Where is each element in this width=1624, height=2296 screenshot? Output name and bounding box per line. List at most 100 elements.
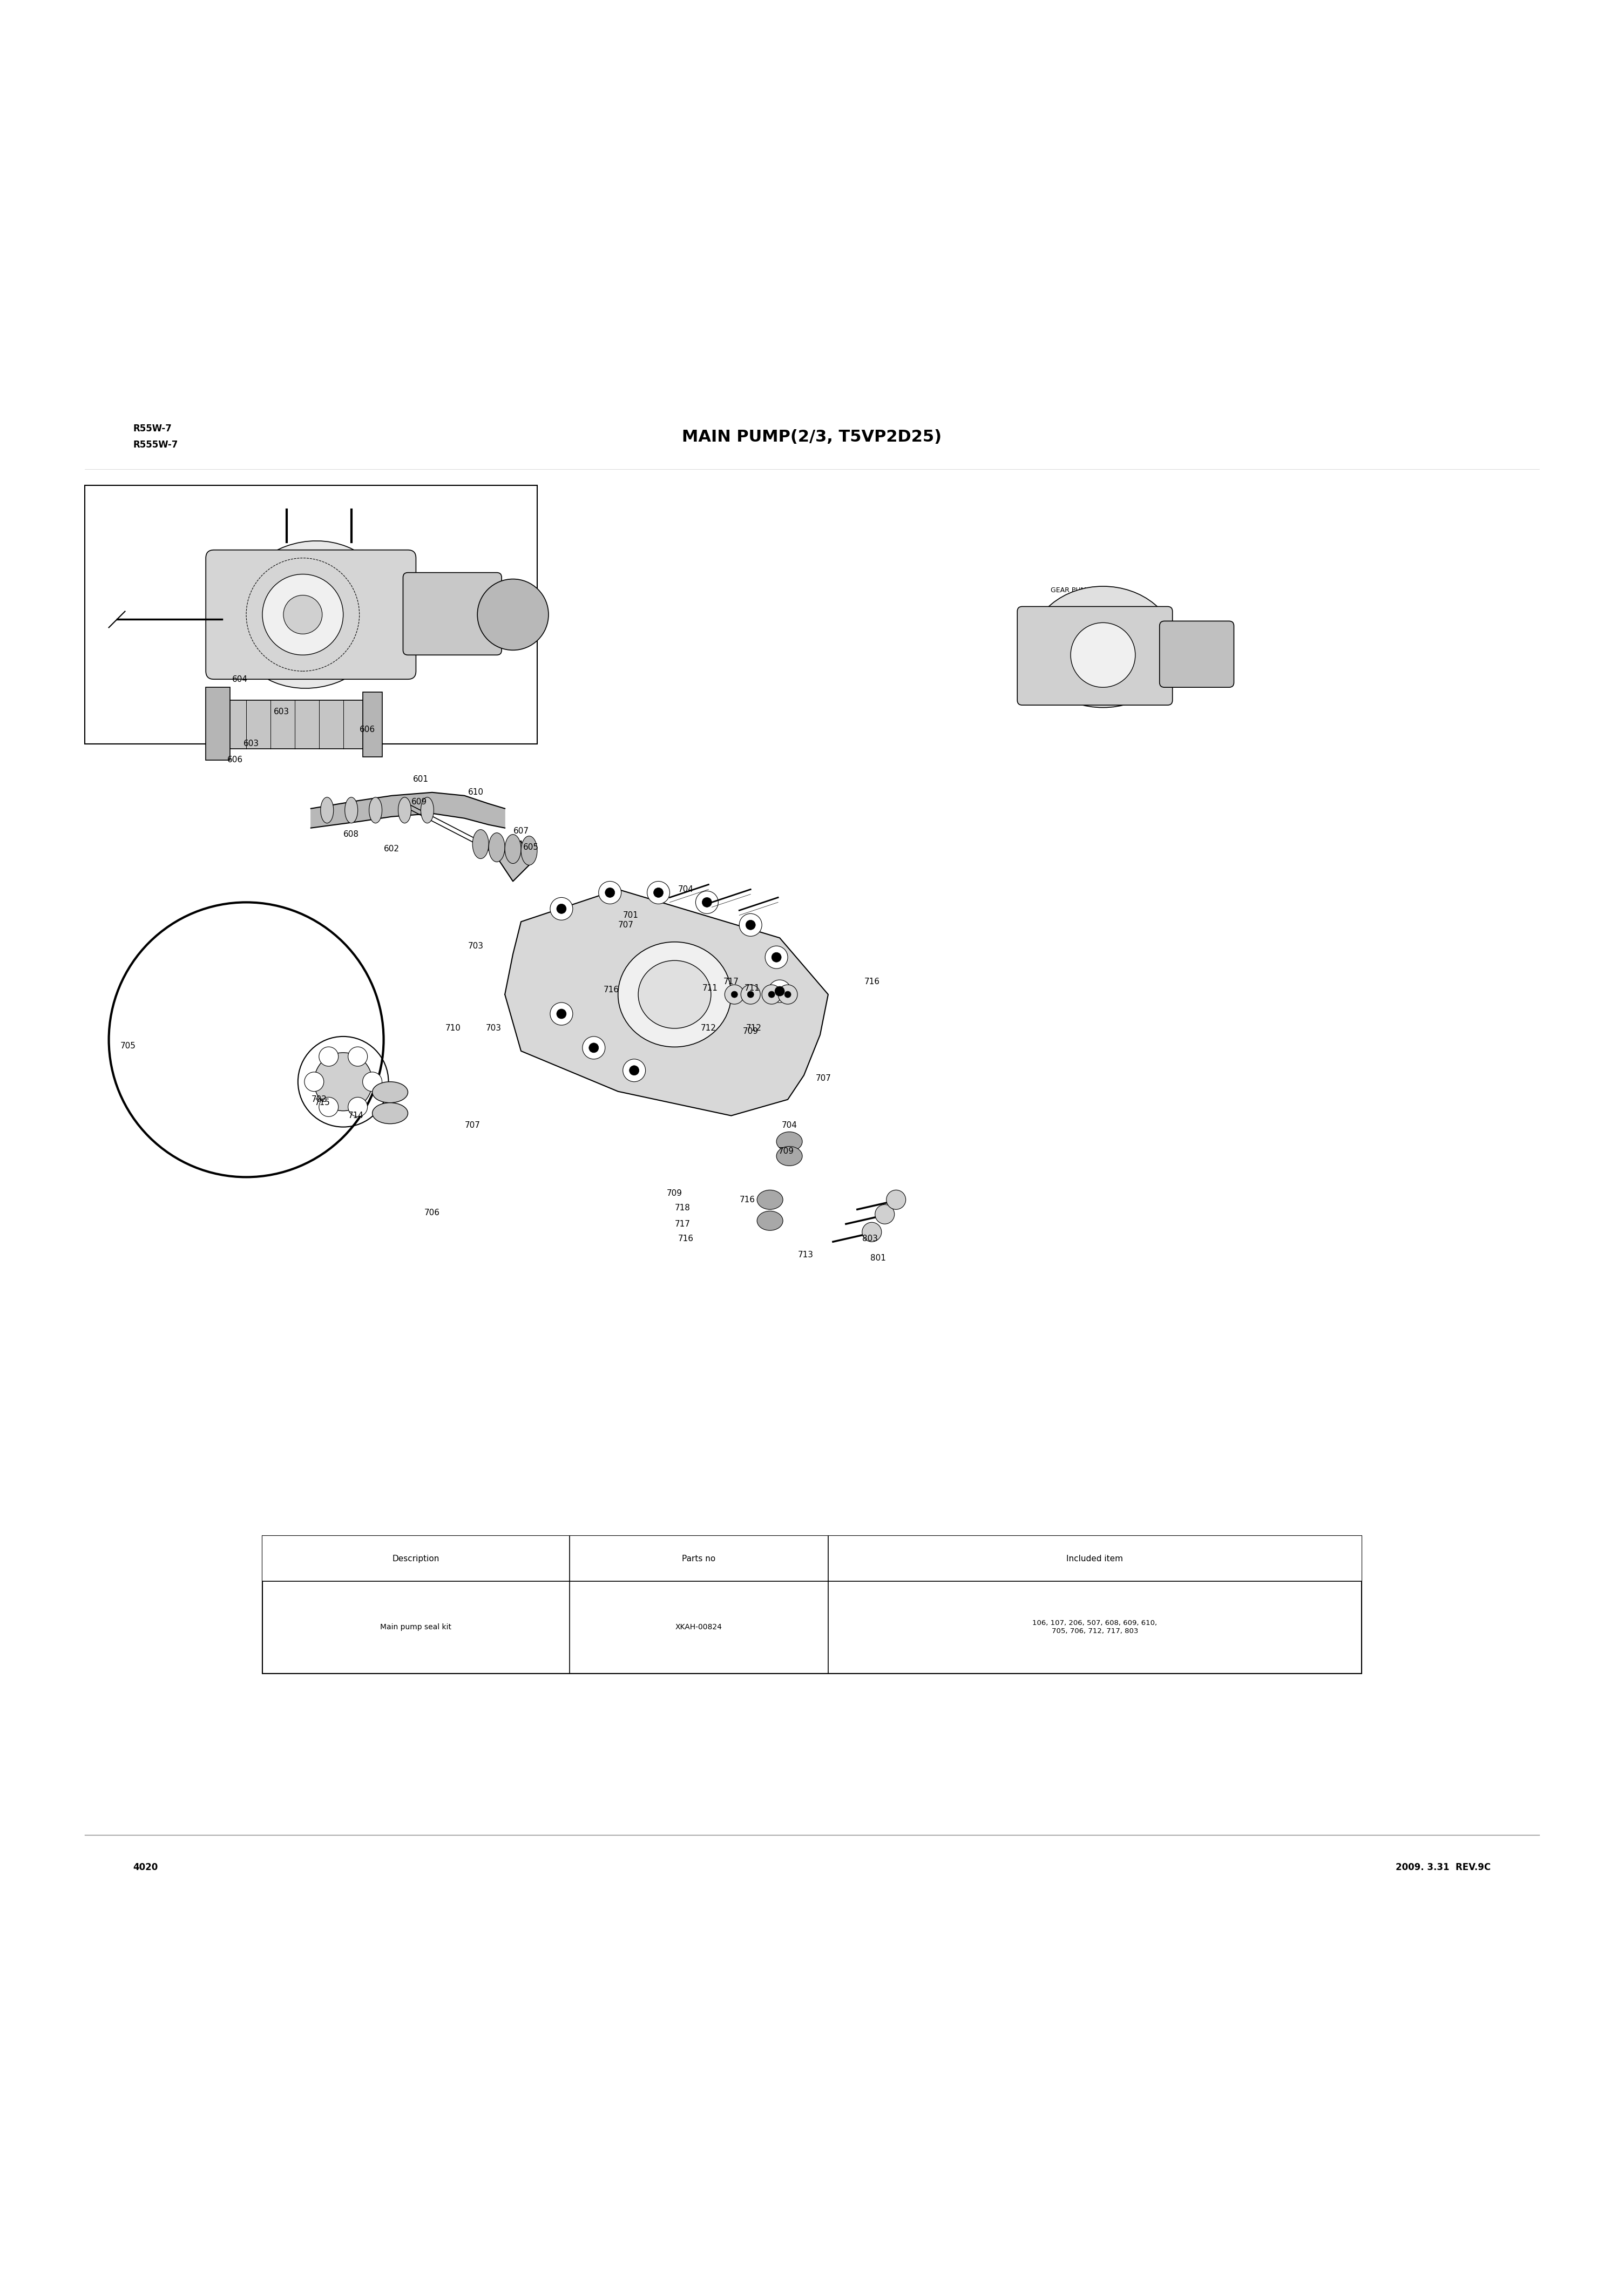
Ellipse shape (505, 833, 521, 863)
Text: 603: 603 (274, 707, 289, 716)
FancyBboxPatch shape (206, 687, 231, 760)
Circle shape (695, 891, 718, 914)
Text: 707: 707 (464, 1120, 481, 1130)
Text: XKAH-00824: XKAH-00824 (676, 1623, 723, 1630)
Text: 704: 704 (781, 1120, 797, 1130)
Circle shape (551, 1003, 573, 1024)
Circle shape (318, 1047, 338, 1065)
Circle shape (599, 882, 622, 905)
Ellipse shape (776, 1146, 802, 1166)
Text: 715: 715 (315, 1100, 330, 1107)
Text: 716: 716 (864, 978, 880, 985)
Circle shape (741, 985, 760, 1003)
Ellipse shape (421, 797, 434, 822)
Circle shape (590, 1042, 599, 1052)
Text: 706: 706 (424, 1208, 440, 1217)
Circle shape (775, 987, 784, 996)
Text: 716: 716 (604, 985, 619, 994)
Ellipse shape (372, 1102, 408, 1123)
Text: 717: 717 (676, 1219, 690, 1228)
Circle shape (606, 889, 615, 898)
Circle shape (887, 1189, 906, 1210)
Text: 803: 803 (862, 1235, 879, 1242)
Text: 601: 601 (412, 776, 429, 783)
Text: Parts no: Parts no (682, 1554, 716, 1564)
Circle shape (313, 1052, 372, 1111)
Text: (4030): (4030) (1059, 602, 1082, 608)
Ellipse shape (521, 836, 538, 866)
Text: Included item: Included item (1067, 1554, 1124, 1564)
Text: 707: 707 (815, 1075, 831, 1081)
Text: R555W-7: R555W-7 (133, 441, 179, 450)
Circle shape (551, 898, 573, 921)
Text: GEAR PUMP: GEAR PUMP (1051, 588, 1091, 595)
Text: 705: 705 (120, 1042, 136, 1049)
Text: 704: 704 (679, 886, 693, 893)
Circle shape (304, 1072, 323, 1091)
Text: 713: 713 (797, 1251, 814, 1258)
Circle shape (747, 992, 754, 999)
Ellipse shape (372, 1081, 408, 1102)
Polygon shape (310, 792, 505, 829)
Text: 603: 603 (244, 739, 258, 748)
Circle shape (765, 946, 788, 969)
Circle shape (745, 921, 755, 930)
Bar (84, 484, 538, 744)
Circle shape (477, 579, 549, 650)
Text: Main pump seal kit: Main pump seal kit (380, 1623, 451, 1630)
Ellipse shape (231, 542, 391, 689)
Circle shape (362, 1072, 382, 1091)
Polygon shape (497, 840, 529, 882)
Text: Description: Description (393, 1554, 440, 1564)
Circle shape (739, 914, 762, 937)
Text: 609: 609 (411, 799, 427, 806)
Text: 714: 714 (349, 1111, 364, 1120)
Ellipse shape (776, 1132, 802, 1150)
Circle shape (653, 889, 663, 898)
Text: 710: 710 (445, 1024, 461, 1033)
Circle shape (731, 992, 737, 999)
Text: 801: 801 (870, 1254, 887, 1263)
Ellipse shape (473, 829, 489, 859)
Text: 606: 606 (359, 726, 375, 732)
Ellipse shape (398, 797, 411, 822)
FancyBboxPatch shape (403, 572, 502, 654)
Text: MAIN PUMP(2/3, T5VP2D25): MAIN PUMP(2/3, T5VP2D25) (682, 429, 942, 445)
Circle shape (624, 1058, 645, 1081)
Text: 608: 608 (343, 831, 359, 838)
Ellipse shape (757, 1210, 783, 1231)
Circle shape (557, 905, 567, 914)
Text: 703: 703 (486, 1024, 502, 1033)
Text: 711: 711 (702, 985, 718, 992)
FancyBboxPatch shape (219, 700, 364, 748)
Circle shape (583, 1035, 606, 1058)
Circle shape (768, 980, 791, 1003)
Circle shape (724, 985, 744, 1003)
Text: 610: 610 (468, 788, 484, 797)
Circle shape (318, 1097, 338, 1116)
Text: 604: 604 (232, 675, 247, 684)
Circle shape (768, 992, 775, 999)
Circle shape (630, 1065, 638, 1075)
Ellipse shape (344, 797, 357, 822)
Circle shape (557, 1008, 567, 1019)
Text: 711: 711 (744, 985, 760, 992)
Text: 602: 602 (383, 845, 400, 854)
Text: 712: 712 (745, 1024, 762, 1033)
Circle shape (762, 985, 781, 1003)
Bar (263, 1536, 1361, 1582)
Text: 707: 707 (619, 921, 633, 930)
FancyBboxPatch shape (1160, 620, 1234, 687)
FancyBboxPatch shape (206, 551, 416, 680)
Circle shape (875, 1205, 895, 1224)
FancyBboxPatch shape (362, 691, 382, 758)
Circle shape (284, 595, 322, 634)
Text: 717: 717 (723, 978, 739, 985)
Text: 718: 718 (676, 1203, 690, 1212)
Circle shape (702, 898, 711, 907)
Circle shape (784, 992, 791, 999)
Circle shape (778, 985, 797, 1003)
Ellipse shape (638, 960, 711, 1029)
Circle shape (263, 574, 343, 654)
Ellipse shape (320, 797, 333, 822)
